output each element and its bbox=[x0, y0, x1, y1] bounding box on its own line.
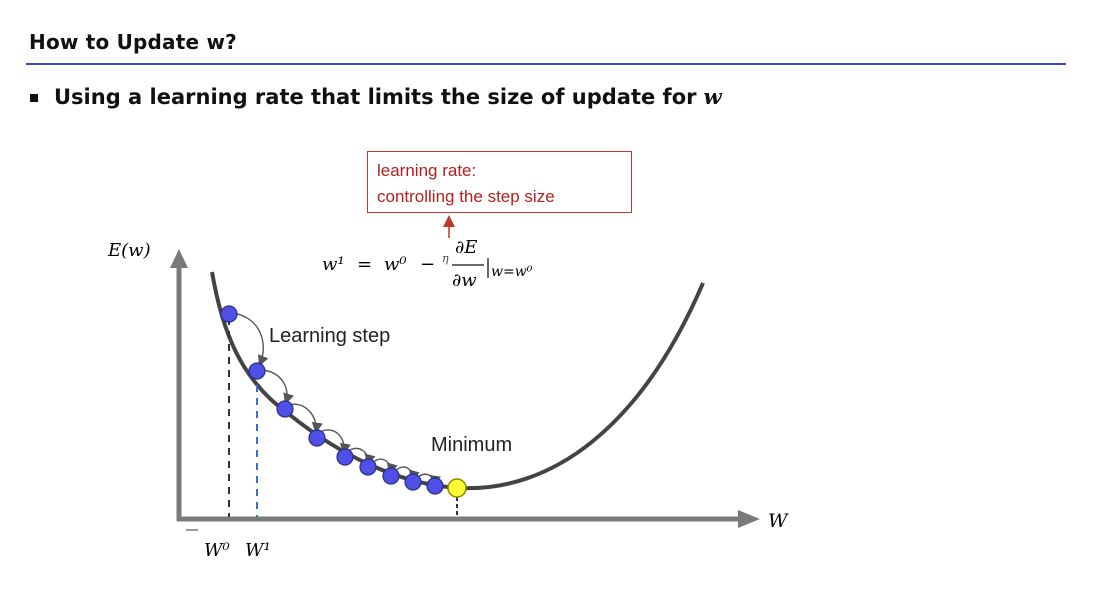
bullet-item: Using a learning rate that limits the si… bbox=[30, 84, 722, 109]
step-point bbox=[276, 400, 294, 418]
formula-evaluated-at: w=w⁰ bbox=[491, 264, 533, 280]
formula-numerator: ∂E bbox=[455, 237, 477, 258]
learning-step-label: Learning step bbox=[269, 325, 390, 347]
annotation-line-1: learning rate: bbox=[377, 161, 477, 180]
title-divider bbox=[26, 63, 1066, 65]
step-point bbox=[308, 429, 326, 447]
step-point bbox=[336, 448, 354, 466]
step-point bbox=[382, 467, 400, 485]
loss-curve bbox=[210, 271, 705, 491]
formula-denominator: ∂w bbox=[452, 270, 477, 291]
step-point bbox=[404, 473, 422, 491]
formula-lhs: w¹ bbox=[322, 254, 345, 275]
x-tick-w0: W⁰ bbox=[204, 540, 230, 561]
x-axis-label: W bbox=[768, 510, 789, 532]
bullet-variable: w bbox=[703, 84, 722, 109]
minimum-label: Minimum bbox=[431, 434, 512, 456]
annotation-line-2: controlling the step size bbox=[377, 187, 555, 206]
update-formula: w¹ = w⁰ − η ∂E ∂w w=w⁰ bbox=[322, 237, 533, 291]
step-point-w0 bbox=[220, 305, 238, 323]
formula-eta: η bbox=[442, 252, 449, 265]
formula-equals: = bbox=[357, 254, 372, 275]
x-axis-arrowhead bbox=[738, 510, 760, 528]
bullet-text: Using a learning rate that limits the si… bbox=[54, 84, 697, 109]
y-axis-arrowhead bbox=[170, 249, 188, 268]
step-point bbox=[359, 458, 377, 476]
axes bbox=[170, 249, 760, 528]
slide-title: How to Update w? bbox=[29, 30, 237, 54]
bullet-icon bbox=[30, 93, 38, 102]
formula-w0: w⁰ bbox=[384, 254, 407, 275]
x-tick-w1: W¹ bbox=[245, 540, 271, 561]
step-point bbox=[426, 477, 444, 495]
learning-rate-annotation-box: learning rate: controlling the step size bbox=[367, 151, 632, 213]
y-axis-label: E(w) bbox=[107, 240, 151, 261]
step-point-w1 bbox=[248, 362, 266, 380]
formula-minus: − bbox=[420, 254, 435, 275]
gradient-step-points bbox=[220, 305, 444, 495]
minimum-point bbox=[447, 478, 467, 498]
